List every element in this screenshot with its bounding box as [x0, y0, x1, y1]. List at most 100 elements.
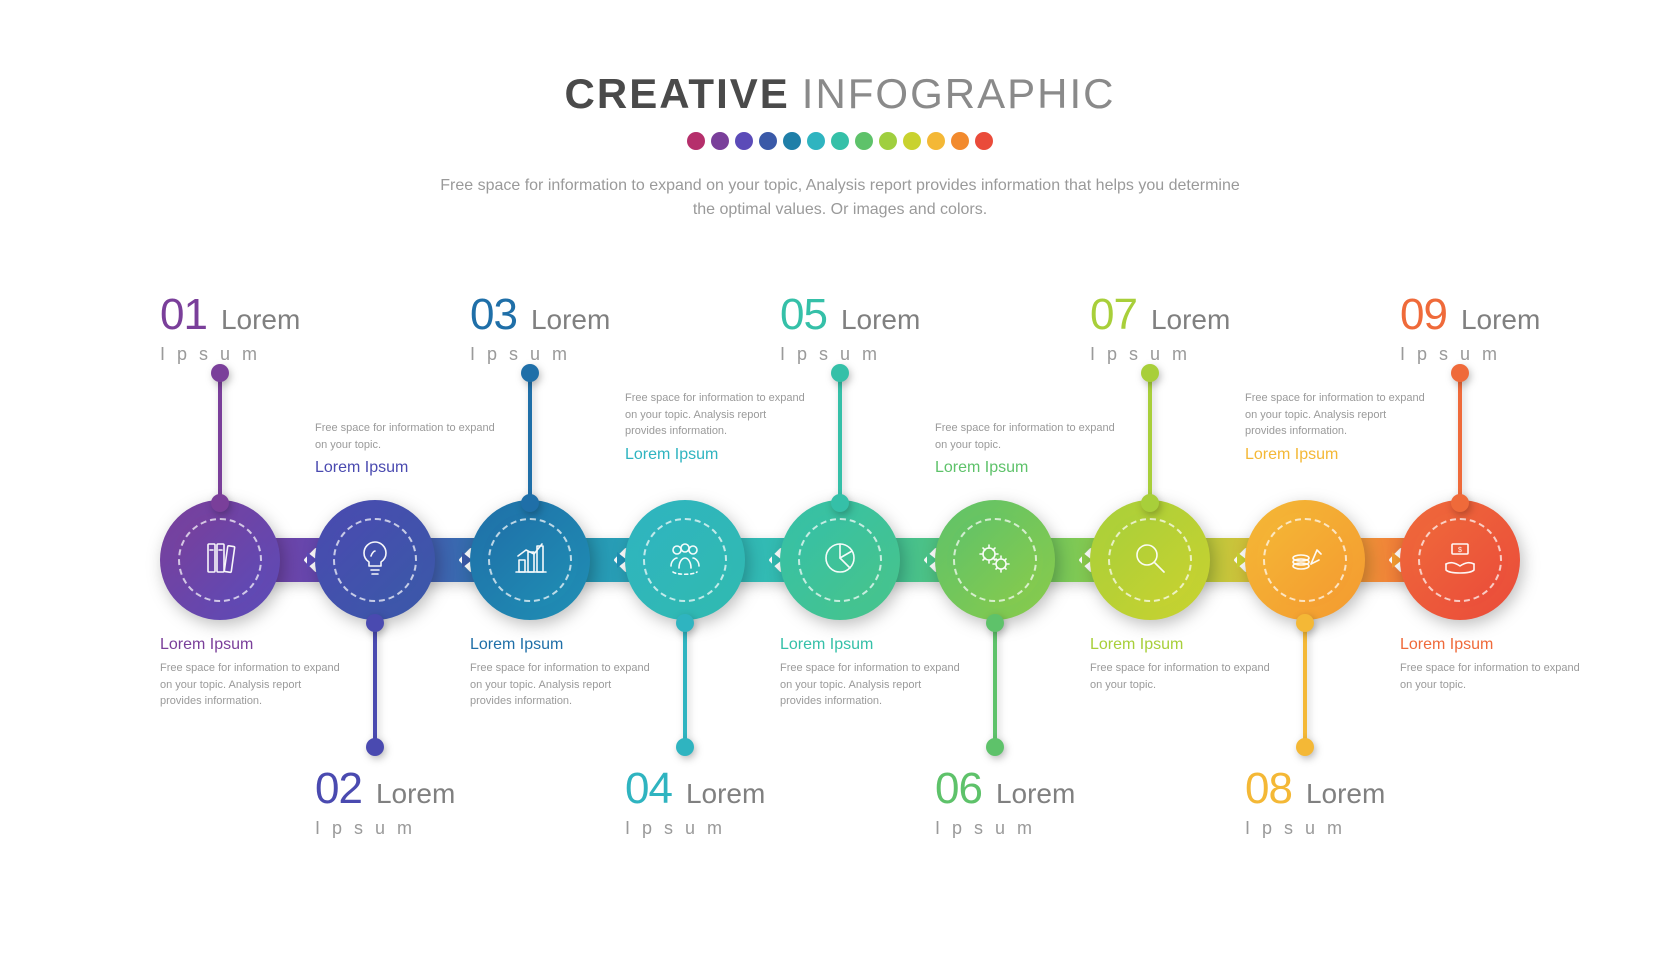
- timeline-stage: 01LoremIpsumLorem IpsumFree space for in…: [160, 500, 1520, 620]
- step-blurb-03: Lorem IpsumFree space for information to…: [470, 636, 650, 710]
- step-title: Lorem: [1306, 778, 1385, 810]
- color-dot: [807, 132, 825, 150]
- step-number: 05: [780, 290, 827, 340]
- connector-stem: [218, 370, 222, 500]
- timeline-node-02: [315, 500, 435, 620]
- blurb-title: Lorem Ipsum: [1090, 636, 1270, 654]
- header: CREATIVE INFOGRAPHIC Free space for infor…: [0, 0, 1680, 222]
- subtitle: Free space for information to expand on …: [430, 174, 1250, 222]
- connector-dot: [831, 364, 849, 382]
- timeline-node-03: [470, 500, 590, 620]
- color-dot: [951, 132, 969, 150]
- timeline-node-05: [780, 500, 900, 620]
- blurb-body: Free space for information to expand on …: [1400, 660, 1580, 693]
- step-label-08: 08 Lorem Ipsum: [1245, 764, 1545, 839]
- blurb-body: Free space for information to expand on …: [1245, 390, 1425, 440]
- color-dot: [975, 132, 993, 150]
- connector-dot: [521, 494, 539, 512]
- color-dot: [687, 132, 705, 150]
- color-dot: [927, 132, 945, 150]
- timeline-node-08: [1245, 500, 1365, 620]
- color-dot: [903, 132, 921, 150]
- blurb-body: Free space for information to expand on …: [1090, 660, 1270, 693]
- connector-stem: [993, 620, 997, 750]
- step-title: Lorem: [221, 304, 300, 336]
- connector-dot: [1296, 614, 1314, 632]
- step-number: 03: [470, 290, 517, 340]
- connector-dot: [676, 614, 694, 632]
- color-dot: [759, 132, 777, 150]
- step-subtitle: Ipsum: [315, 818, 615, 839]
- blurb-title: Lorem Ipsum: [1400, 636, 1580, 654]
- connector-stem: [1303, 620, 1307, 750]
- blurb-body: Free space for information to expand on …: [935, 420, 1115, 453]
- step-number: 04: [625, 764, 672, 814]
- connector-dot: [1141, 494, 1159, 512]
- blurb-title: Lorem Ipsum: [1245, 446, 1425, 464]
- connector-dot: [211, 494, 229, 512]
- step-number: 08: [1245, 764, 1292, 814]
- blurb-title: Lorem Ipsum: [625, 446, 805, 464]
- step-title: Lorem: [1151, 304, 1230, 336]
- step-label-05: 05 Lorem Ipsum: [780, 290, 1080, 365]
- connector-dot: [676, 738, 694, 756]
- step-blurb-01: Lorem IpsumFree space for information to…: [160, 636, 340, 710]
- step-subtitle: Ipsum: [780, 344, 1080, 365]
- step-subtitle: Ipsum: [1090, 344, 1390, 365]
- blurb-body: Free space for information to expand on …: [625, 390, 805, 440]
- connector-dot: [366, 614, 384, 632]
- color-dot: [711, 132, 729, 150]
- title-light: INFOGRAPHIC: [802, 70, 1116, 117]
- blurb-body: Free space for information to expand on …: [315, 420, 495, 453]
- connector-dot: [1451, 494, 1469, 512]
- color-dot-row: [0, 132, 1680, 150]
- step-label-07: 07 Lorem Ipsum: [1090, 290, 1390, 365]
- step-subtitle: Ipsum: [470, 344, 770, 365]
- step-number: 07: [1090, 290, 1137, 340]
- connector-stem: [838, 370, 842, 500]
- step-label-06: 06LoremIpsum: [935, 764, 1235, 839]
- step-subtitle: Ipsum: [935, 818, 1235, 839]
- step-blurb-06: Free space for information to expand on …: [935, 420, 1115, 483]
- step-blurb-09: Lorem Ipsum Free space for information to…: [1400, 636, 1580, 693]
- connector-stem: [1458, 370, 1462, 500]
- step-number: 02: [315, 764, 362, 814]
- step-subtitle: Ipsum: [160, 344, 460, 365]
- step-number: 01: [160, 290, 207, 340]
- step-blurb-08: Free space for information to expand on …: [1245, 390, 1425, 470]
- color-dot: [855, 132, 873, 150]
- step-blurb-04: Free space for information to expand on …: [625, 390, 805, 470]
- timeline-node-07: [1090, 500, 1210, 620]
- title-bold: CREATIVE: [565, 70, 790, 117]
- step-blurb-07: Lorem Ipsum Free space for information to…: [1090, 636, 1270, 693]
- blurb-body: Free space for information to expand on …: [780, 660, 960, 710]
- timeline-node-09: $: [1400, 500, 1520, 620]
- connector-dot: [211, 364, 229, 382]
- step-title: Lorem: [841, 304, 920, 336]
- connector-stem: [1148, 370, 1152, 500]
- blurb-title: Lorem Ipsum: [315, 459, 495, 477]
- step-title: Lorem: [531, 304, 610, 336]
- step-title: Lorem: [1461, 304, 1540, 336]
- step-label-09: 09LoremIpsum: [1400, 290, 1680, 365]
- connector-stem: [373, 620, 377, 750]
- step-label-01: 01 Lorem Ipsum: [160, 290, 460, 365]
- connector-dot: [831, 494, 849, 512]
- timeline-node-04: [625, 500, 745, 620]
- connector-dot: [1141, 364, 1159, 382]
- connector-dot: [986, 738, 1004, 756]
- blurb-title: Lorem Ipsum: [160, 636, 340, 654]
- step-number: 09: [1400, 290, 1447, 340]
- timeline-node-01: [160, 500, 280, 620]
- step-label-03: 03 Lorem Ipsum: [470, 290, 770, 365]
- connector-dot: [986, 614, 1004, 632]
- blurb-title: Lorem Ipsum: [935, 459, 1115, 477]
- step-title: Lorem: [376, 778, 455, 810]
- step-subtitle: Ipsum: [1245, 818, 1545, 839]
- connector-dot: [1451, 364, 1469, 382]
- step-subtitle: Ipsum: [625, 818, 925, 839]
- color-dot: [783, 132, 801, 150]
- blurb-title: Lorem Ipsum: [780, 636, 960, 654]
- blurb-body: Free space for information to expand on …: [470, 660, 650, 710]
- color-dot: [879, 132, 897, 150]
